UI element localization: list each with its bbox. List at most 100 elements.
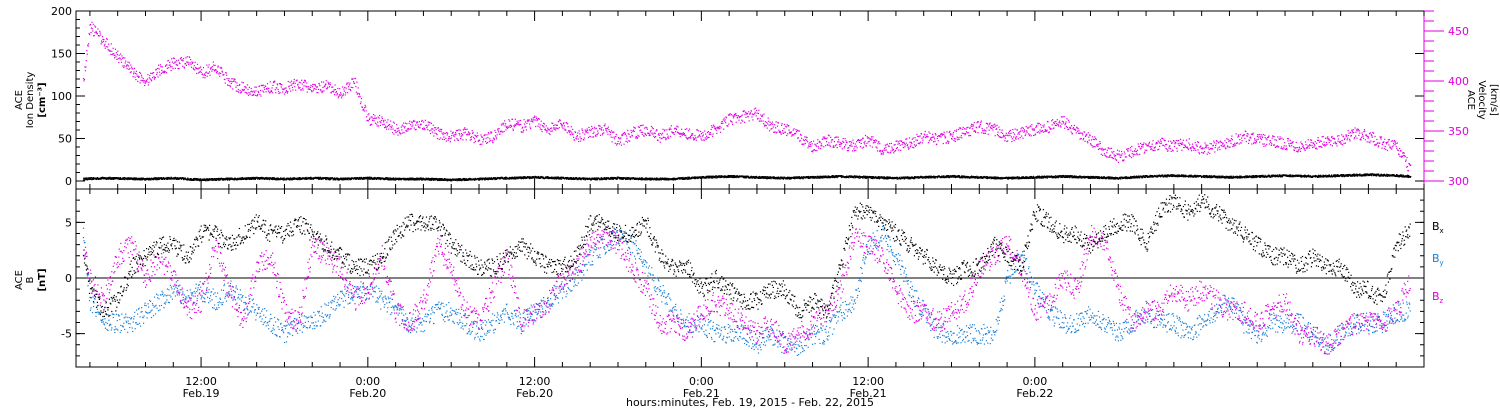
density-point — [416, 177, 418, 179]
density-point — [1042, 177, 1044, 179]
density-point — [845, 177, 847, 179]
density-point — [585, 178, 587, 180]
density-point — [368, 178, 370, 180]
density-point — [886, 178, 888, 180]
density-point — [447, 180, 449, 182]
velocity-tick-label: 350 — [1448, 125, 1469, 138]
density-point — [557, 177, 559, 179]
density-point — [205, 180, 207, 182]
density-point — [596, 179, 599, 181]
density-point — [1104, 178, 1106, 180]
density-point — [778, 176, 780, 178]
density-point — [328, 178, 330, 180]
density-point — [735, 176, 737, 179]
density-point — [1093, 176, 1095, 178]
density-point — [489, 178, 491, 180]
density-point — [444, 178, 446, 180]
density-point — [281, 178, 284, 180]
density-point — [217, 179, 219, 181]
density-point — [502, 177, 504, 179]
density-point — [523, 177, 526, 179]
density-point — [1074, 175, 1076, 177]
density-point — [338, 179, 341, 181]
density-point — [657, 177, 659, 179]
density-point — [207, 178, 209, 180]
density-point — [273, 178, 275, 180]
density-point — [194, 179, 196, 181]
density-point — [394, 177, 396, 179]
density-point — [922, 176, 924, 178]
density-point — [902, 177, 904, 179]
density-point — [595, 178, 597, 180]
density-point — [522, 176, 524, 178]
density-point — [727, 176, 729, 178]
density-point — [298, 177, 300, 179]
density-point — [362, 178, 364, 180]
density-point — [601, 177, 603, 179]
time-axis-ticks: 12:00Feb.190:00Feb.2012:00Feb.200:00Feb.… — [89, 11, 1425, 400]
density-point — [261, 177, 263, 179]
density-point — [1050, 176, 1052, 178]
density-point — [326, 177, 328, 179]
density-point — [386, 177, 388, 179]
density-point — [527, 177, 529, 179]
density-point — [314, 177, 316, 179]
density-point — [1043, 177, 1045, 179]
density-point — [316, 176, 318, 179]
density-point — [779, 177, 781, 179]
density-point — [558, 176, 560, 178]
density-point — [129, 177, 131, 179]
density-point — [293, 177, 295, 179]
density-point — [1016, 178, 1018, 180]
density-point — [217, 177, 219, 179]
density-point — [626, 178, 628, 180]
density-point — [390, 179, 392, 181]
density-point — [575, 177, 577, 179]
density-point — [266, 176, 268, 179]
density-point — [465, 178, 467, 180]
density-point — [767, 176, 769, 178]
density-point — [928, 176, 930, 178]
density-point — [1139, 177, 1141, 179]
density-point — [416, 177, 419, 179]
density-point — [709, 177, 711, 179]
density-point — [349, 178, 351, 181]
density-point — [887, 176, 889, 178]
density-point — [347, 179, 349, 181]
density-point — [795, 176, 797, 178]
density-point — [425, 177, 427, 179]
density-point — [165, 178, 168, 180]
density-point — [1061, 176, 1063, 178]
density-point — [288, 177, 290, 179]
density-point — [790, 178, 792, 180]
density-point — [649, 178, 651, 180]
density-point — [307, 178, 309, 180]
density-point — [837, 175, 839, 177]
density-point — [316, 178, 318, 180]
density-point — [871, 176, 873, 179]
density-point — [916, 177, 918, 179]
density-point — [925, 175, 927, 177]
density-point — [279, 179, 281, 181]
density-point — [950, 175, 952, 177]
density-point — [183, 179, 185, 181]
density-point — [214, 179, 216, 181]
density-point — [895, 177, 897, 179]
density-point — [409, 178, 411, 180]
density-point — [976, 175, 978, 177]
density-point — [1103, 177, 1105, 179]
density-point — [285, 177, 287, 180]
density-point — [345, 179, 347, 181]
density-point — [382, 177, 385, 179]
density-point — [168, 177, 170, 179]
density-point — [536, 177, 538, 179]
density-point — [793, 177, 795, 179]
density-point — [360, 177, 362, 179]
density-point — [555, 176, 557, 178]
density-point — [739, 176, 741, 178]
density-point — [139, 177, 141, 179]
density-point — [550, 177, 552, 180]
density-point — [505, 178, 508, 180]
density-point — [1040, 176, 1042, 178]
density-point — [290, 179, 292, 181]
